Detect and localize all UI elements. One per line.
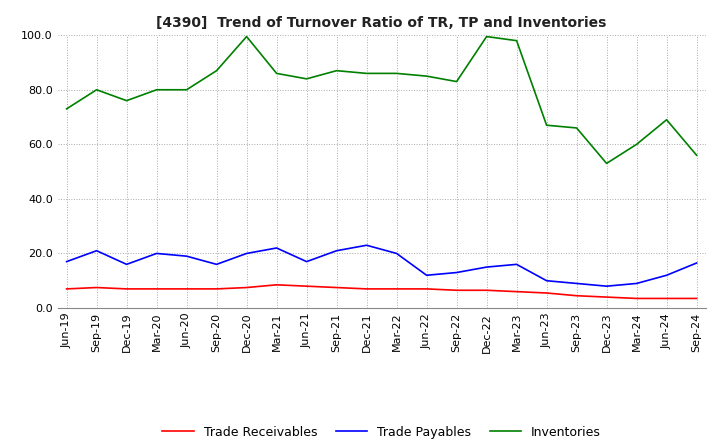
Inventories [242,34,251,39]
Trade Receivables [212,286,221,292]
Inventories [62,106,71,111]
Trade Receivables [153,286,161,292]
Inventories [212,68,221,73]
Inventories [452,79,461,84]
Trade Payables [122,262,131,267]
Trade Receivables [182,286,191,292]
Inventories [513,38,521,43]
Inventories [92,87,101,92]
Trade Receivables [513,289,521,294]
Inventories [542,123,551,128]
Trade Payables [362,242,371,248]
Trade Receivables [392,286,401,292]
Trade Receivables [632,296,641,301]
Inventories [392,71,401,76]
Trade Receivables [272,282,281,287]
Trade Payables [452,270,461,275]
Trade Receivables [242,285,251,290]
Inventories [302,76,311,81]
Trade Payables [92,248,101,253]
Inventories [153,87,161,92]
Trade Payables [333,248,341,253]
Inventories [572,125,581,131]
Trade Payables [302,259,311,264]
Inventories [422,73,431,79]
Inventories [362,71,371,76]
Inventories [122,98,131,103]
Trade Payables [212,262,221,267]
Trade Receivables [62,286,71,292]
Trade Receivables [542,290,551,296]
Title: [4390]  Trend of Turnover Ratio of TR, TP and Inventories: [4390] Trend of Turnover Ratio of TR, TP… [156,16,607,30]
Trade Payables [272,246,281,251]
Trade Payables [182,253,191,259]
Inventories [632,142,641,147]
Trade Payables [602,283,611,289]
Inventories [333,68,341,73]
Trade Receivables [302,283,311,289]
Trade Receivables [333,285,341,290]
Trade Payables [542,278,551,283]
Inventories [182,87,191,92]
Inventories [662,117,671,122]
Trade Payables [392,251,401,256]
Trade Receivables [572,293,581,298]
Inventories [272,71,281,76]
Trade Receivables [662,296,671,301]
Line: Inventories: Inventories [66,37,697,163]
Trade Receivables [602,294,611,300]
Trade Payables [632,281,641,286]
Trade Receivables [482,288,491,293]
Inventories [482,34,491,39]
Line: Trade Receivables: Trade Receivables [66,285,697,298]
Trade Payables [572,281,581,286]
Trade Receivables [122,286,131,292]
Trade Receivables [362,286,371,292]
Trade Receivables [422,286,431,292]
Trade Payables [62,259,71,264]
Trade Payables [693,260,701,266]
Trade Payables [242,251,251,256]
Trade Payables [422,273,431,278]
Legend: Trade Receivables, Trade Payables, Inventories: Trade Receivables, Trade Payables, Inven… [157,421,606,440]
Trade Payables [662,273,671,278]
Trade Receivables [92,285,101,290]
Trade Receivables [693,296,701,301]
Trade Payables [153,251,161,256]
Trade Payables [482,264,491,270]
Line: Trade Payables: Trade Payables [66,245,697,286]
Trade Receivables [452,288,461,293]
Inventories [693,153,701,158]
Trade Payables [513,262,521,267]
Inventories [602,161,611,166]
